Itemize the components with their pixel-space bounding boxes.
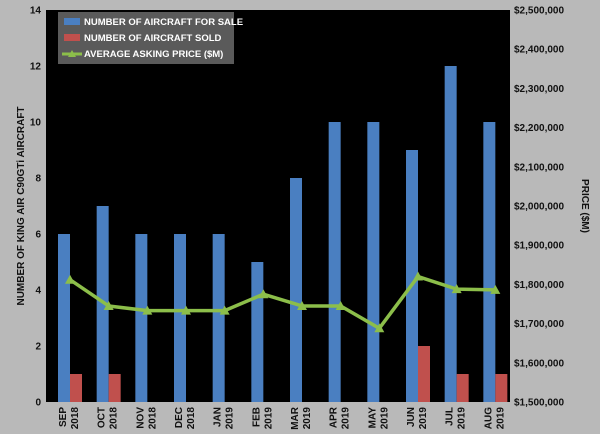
- bar-sold-1: [108, 374, 121, 402]
- y-tick-1: 2: [35, 342, 41, 353]
- left-axis-ticks: 0 2 4 6 8 10 12 14: [30, 6, 42, 409]
- x-tick-month-2: NOV: [135, 407, 146, 429]
- legend-label-1: NUMBER OF AIRCRAFT SOLD: [84, 33, 222, 44]
- bar-sold-9: [418, 346, 430, 402]
- y-tick-2: 4: [35, 286, 41, 297]
- price-point-9: [413, 271, 423, 281]
- y2-tick-0: $1,500,000: [514, 398, 564, 409]
- x-tick-month-8: MAY: [367, 407, 378, 429]
- x-tick-month-11: AUG: [483, 407, 494, 429]
- bar-sold-0: [70, 374, 82, 402]
- y2-tick-2: $1,700,000: [514, 319, 564, 330]
- x-tick-year-5: 2019: [263, 407, 274, 430]
- y-tick-7: 14: [30, 6, 42, 17]
- price-point-6: [297, 300, 307, 310]
- legend-label-0: NUMBER OF AIRCRAFT FOR SALE: [84, 17, 243, 28]
- legend-box: [58, 12, 234, 64]
- bar-sold-11: [495, 374, 508, 402]
- bar-for-sale-3: [174, 234, 186, 402]
- price-point-3: [181, 305, 191, 315]
- y2-tick-3: $1,800,000: [514, 280, 564, 291]
- bar-for-sale-8: [367, 122, 380, 402]
- bar-for-sale-9: [406, 150, 418, 402]
- x-tick-year-0: 2018: [70, 407, 81, 430]
- legend-label-2: AVERAGE ASKING PRICE ($M): [84, 49, 223, 60]
- y2-tick-5: $2,000,000: [514, 202, 564, 213]
- y2-tick-7: $2,200,000: [514, 123, 564, 134]
- x-tick-year-10: 2019: [457, 407, 468, 430]
- x-tick-year-2: 2018: [147, 407, 158, 430]
- legend-swatch-0: [64, 18, 80, 25]
- y-tick-5: 10: [30, 118, 42, 129]
- y2-axis-title: PRICE ($M): [579, 179, 590, 233]
- x-tick-month-5: FEB: [251, 407, 262, 427]
- x-tick-year-11: 2019: [495, 407, 506, 430]
- y-tick-3: 6: [35, 230, 41, 241]
- y2-tick-8: $2,300,000: [514, 84, 564, 95]
- price-point-5: [258, 289, 269, 299]
- y-tick-0: 0: [35, 398, 41, 409]
- bar-for-sale-5: [251, 262, 264, 402]
- price-point-11: [490, 284, 501, 294]
- price-point-8: [374, 323, 385, 333]
- y-axis-title: NUMBER OF KING AIR C90GTi AIRCRAFT: [16, 106, 27, 305]
- price-point-2: [142, 305, 153, 315]
- bar-sold-10: [456, 374, 469, 402]
- y-tick-6: 12: [30, 62, 42, 73]
- x-tick-month-3: DEC: [174, 407, 185, 428]
- x-tick-month-9: JUN: [406, 407, 417, 427]
- price-point-7: [335, 300, 346, 310]
- y-tick-4: 8: [35, 174, 41, 185]
- bar-for-sale-6: [290, 178, 302, 402]
- price-point-4: [219, 305, 230, 315]
- x-tick-year-8: 2019: [379, 407, 390, 430]
- legend: NUMBER OF AIRCRAFT FOR SALE NUMBER OF AIR…: [58, 12, 243, 64]
- price-line-group: [65, 271, 501, 333]
- y2-tick-1: $1,600,000: [514, 358, 564, 369]
- legend-marker-2: [68, 50, 76, 57]
- x-tick-month-10: JUL: [445, 407, 456, 426]
- x-tick-month-6: MAR: [290, 406, 301, 430]
- bar-for-sale-0: [58, 234, 70, 402]
- x-tick-year-6: 2019: [302, 407, 313, 430]
- x-axis-ticks: SEP 2018 OCT 2018 NOV 2018 DEC 2018 JAN 2019 FEB 20…: [58, 406, 506, 430]
- bar-for-sale-7: [328, 122, 341, 402]
- bars-group: [58, 66, 508, 402]
- bar-for-sale-11: [483, 122, 496, 402]
- price-point-10: [451, 284, 462, 294]
- price-point-0: [65, 274, 75, 284]
- right-axis-ticks: $1,500,000 $1,600,000 $1,700,000 $1,800,000…: [514, 6, 564, 409]
- x-tick-month-0: SEP: [58, 407, 69, 427]
- y2-tick-6: $2,100,000: [514, 162, 564, 173]
- x-tick-month-1: OCT: [97, 407, 108, 428]
- bar-for-sale-2: [135, 234, 148, 402]
- legend-swatch-1: [64, 34, 80, 41]
- x-tick-year-3: 2018: [186, 407, 197, 430]
- x-tick-year-7: 2019: [341, 407, 352, 430]
- bar-for-sale-4: [212, 234, 225, 402]
- y2-tick-10: $2,500,000: [514, 6, 564, 17]
- x-tick-year-9: 2019: [418, 407, 429, 430]
- plot-area: [46, 10, 510, 402]
- x-tick-month-4: JAN: [213, 407, 224, 427]
- x-tick-year-1: 2018: [109, 407, 120, 430]
- bar-for-sale-10: [444, 66, 457, 402]
- x-tick-year-4: 2019: [225, 407, 236, 430]
- y2-tick-9: $2,400,000: [514, 45, 564, 56]
- x-tick-month-7: APR: [329, 406, 340, 428]
- y2-tick-4: $1,900,000: [514, 241, 564, 252]
- price-point-1: [103, 300, 114, 310]
- price-line: [69, 274, 496, 331]
